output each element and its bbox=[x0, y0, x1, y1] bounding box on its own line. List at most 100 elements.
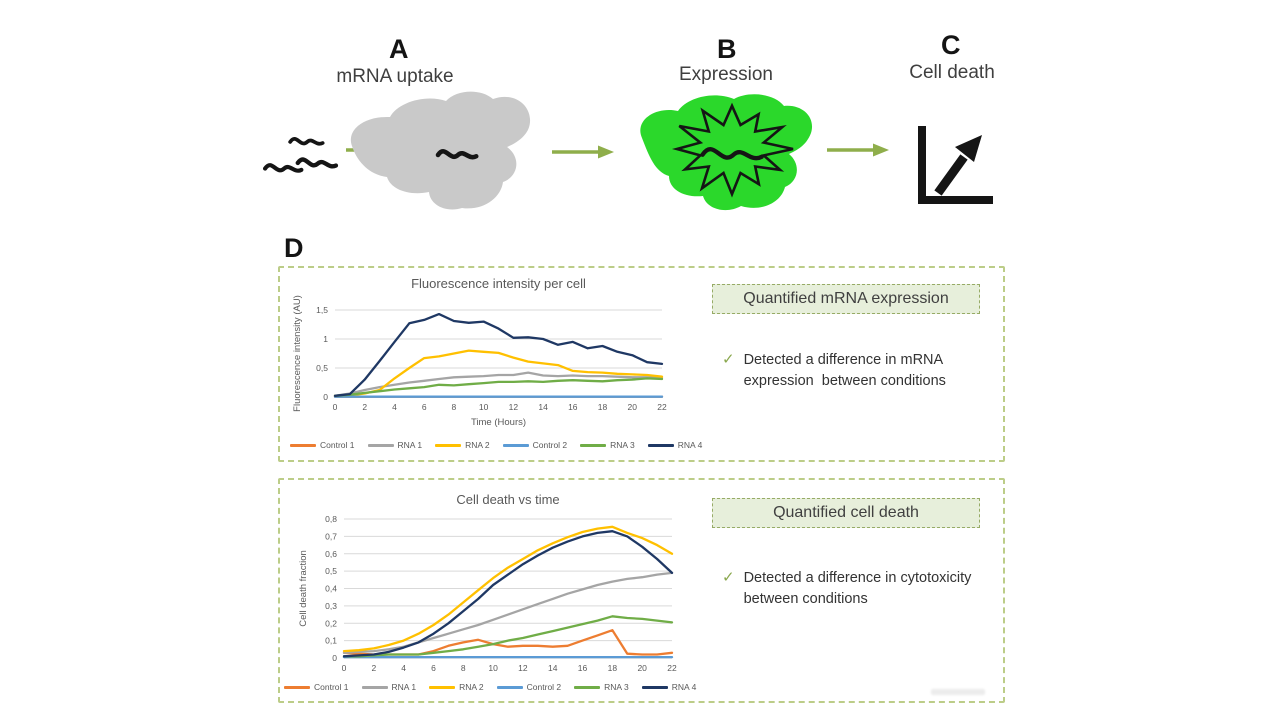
svg-text:0,3: 0,3 bbox=[325, 601, 337, 611]
svg-text:Time (Hours): Time (Hours) bbox=[471, 417, 526, 428]
legend-label: RNA 3 bbox=[604, 682, 629, 692]
svg-text:0: 0 bbox=[332, 653, 337, 663]
panel-letter-c: C bbox=[941, 30, 961, 60]
svg-text:10: 10 bbox=[479, 402, 489, 412]
svg-text:22: 22 bbox=[667, 663, 677, 673]
svg-text:0,5: 0,5 bbox=[325, 566, 337, 576]
legend-swatch-icon bbox=[284, 685, 310, 689]
cell-death-bullet-text: Detected a difference in cytotoxicity be… bbox=[743, 570, 976, 607]
legend-item: RNA 1 bbox=[367, 440, 423, 450]
legend-label: RNA 4 bbox=[671, 682, 697, 692]
svg-text:14: 14 bbox=[548, 663, 558, 673]
svg-text:0,8: 0,8 bbox=[325, 514, 337, 524]
watermark bbox=[931, 689, 985, 695]
expression-result-box: 0 0,5 1 1,5 0 2 4 6 8 10 12 14 16 18 20 22 Fluorescence … bbox=[278, 266, 1005, 462]
series-rna-4 bbox=[333, 312, 664, 397]
legend-label: Control 1 bbox=[314, 682, 349, 692]
svg-text:1: 1 bbox=[323, 334, 328, 344]
legend-item: Control 1 bbox=[284, 682, 349, 692]
series-rna-2 bbox=[342, 525, 674, 653]
legend-swatch-icon bbox=[367, 443, 394, 447]
schematic-drawing bbox=[262, 91, 993, 211]
svg-text:0,5: 0,5 bbox=[316, 363, 328, 373]
svg-text:2: 2 bbox=[371, 663, 376, 673]
fluorescence-chart-svg: 0 0,5 1 1,5 0 2 4 6 8 10 12 14 16 18 20 22 Fluorescence … bbox=[292, 276, 667, 428]
legend-item: RNA 4 bbox=[647, 440, 703, 450]
svg-text:16: 16 bbox=[568, 402, 578, 412]
caption-expression: Expression bbox=[679, 64, 773, 85]
svg-text:14: 14 bbox=[538, 402, 548, 412]
svg-text:22: 22 bbox=[657, 402, 667, 412]
series-rna-4 bbox=[342, 530, 674, 658]
legend-label: Control 2 bbox=[526, 682, 562, 692]
svg-text:0,2: 0,2 bbox=[325, 618, 337, 628]
panel-letter-d: D bbox=[284, 233, 304, 263]
legend-swatch-icon bbox=[496, 685, 523, 689]
legend-label: RNA 4 bbox=[677, 440, 703, 450]
svg-text:20: 20 bbox=[628, 402, 638, 412]
legend-item: Control 2 bbox=[496, 682, 562, 692]
svg-text:6: 6 bbox=[422, 402, 427, 412]
green-cell-icon bbox=[640, 94, 813, 211]
svg-text:0,4: 0,4 bbox=[325, 584, 337, 594]
svg-text:12: 12 bbox=[518, 663, 528, 673]
legend-label: Control 2 bbox=[532, 440, 568, 450]
svg-text:2: 2 bbox=[362, 402, 367, 412]
svg-text:10: 10 bbox=[488, 663, 498, 673]
series-rna-2 bbox=[333, 349, 664, 397]
legend-item: RNA 2 bbox=[435, 440, 490, 450]
legend-swatch-icon bbox=[290, 443, 316, 447]
legend-item: RNA 2 bbox=[429, 682, 484, 692]
legend-label: RNA 1 bbox=[391, 682, 417, 692]
legend-item: Control 2 bbox=[502, 440, 568, 450]
mrna-in-starburst-icon bbox=[700, 147, 764, 161]
svg-text:0: 0 bbox=[333, 402, 338, 412]
svg-text:12: 12 bbox=[509, 402, 519, 412]
svg-text:18: 18 bbox=[608, 663, 618, 673]
legend-swatch-icon bbox=[580, 443, 607, 447]
caption-cell-death: Cell death bbox=[909, 62, 995, 83]
fluorescence-chart: 0 0,5 1 1,5 0 2 4 6 8 10 12 14 16 18 20 22 Fluorescence … bbox=[290, 272, 702, 450]
cell-death-chart: 0 0,1 0,2 0,3 0,4 0,5 0,6 0,7 0,8 0 2 4 6 8 10 12 14 16 18… bbox=[284, 488, 696, 692]
cell-death-result-box: 0 0,1 0,2 0,3 0,4 0,5 0,6 0,7 0,8 0 2 4 6 8 10 12 14 16 18… bbox=[278, 478, 1005, 703]
legend-item: RNA 1 bbox=[361, 682, 417, 692]
chart-legend: Control 1 RNA 1 RNA 2 Control 2 RNA 3 RNA 4 bbox=[284, 682, 696, 692]
svg-text:8: 8 bbox=[461, 663, 466, 673]
svg-text:0,6: 0,6 bbox=[325, 549, 337, 559]
legend-swatch-icon bbox=[361, 685, 388, 689]
cell-death-heading: Quantified cell death bbox=[712, 498, 980, 528]
svg-text:16: 16 bbox=[578, 663, 588, 673]
series-rna-1 bbox=[342, 571, 674, 654]
caption-mrna-uptake: mRNA uptake bbox=[336, 66, 454, 87]
legend-label: RNA 2 bbox=[459, 682, 484, 692]
expression-heading: Quantified mRNA expression bbox=[712, 284, 980, 314]
svg-text:4: 4 bbox=[401, 663, 406, 673]
panel-letter-b: B bbox=[717, 34, 737, 64]
death-arrow-icon bbox=[827, 143, 889, 157]
svg-text:18: 18 bbox=[598, 402, 608, 412]
svg-text:0,1: 0,1 bbox=[325, 636, 337, 646]
svg-text:6: 6 bbox=[431, 663, 436, 673]
svg-text:4: 4 bbox=[392, 402, 397, 412]
legend-swatch-icon bbox=[502, 443, 529, 447]
svg-text:1,5: 1,5 bbox=[316, 305, 328, 315]
starburst-icon bbox=[671, 102, 794, 198]
cell-death-chart-svg: 0 0,1 0,2 0,3 0,4 0,5 0,6 0,7 0,8 0 2 4 6 8 10 12 14 16 18… bbox=[298, 492, 677, 673]
check-icon: ✓ bbox=[722, 351, 735, 368]
series-rna-3 bbox=[342, 615, 674, 658]
svg-text:0,7: 0,7 bbox=[325, 531, 337, 541]
legend-item: RNA 3 bbox=[574, 682, 629, 692]
check-icon: ✓ bbox=[722, 569, 735, 586]
expression-bullet-text: Detected a difference in mRNA expression… bbox=[743, 352, 947, 389]
series-rna-3 bbox=[333, 377, 664, 397]
mrna-strands-icon bbox=[262, 137, 339, 173]
expression-arrow-icon bbox=[552, 145, 614, 159]
series-rna-1 bbox=[333, 371, 664, 397]
legend-swatch-icon bbox=[574, 685, 601, 689]
expression-bullet: ✓ Detected a difference in mRNA expressi… bbox=[722, 350, 984, 391]
legend-label: RNA 1 bbox=[397, 440, 423, 450]
svg-text:Cell death vs time: Cell death vs time bbox=[456, 492, 559, 507]
svg-text:0: 0 bbox=[323, 392, 328, 402]
chart-legend: Control 1 RNA 1 RNA 2 Control 2 RNA 3 RNA 4 bbox=[290, 440, 702, 450]
